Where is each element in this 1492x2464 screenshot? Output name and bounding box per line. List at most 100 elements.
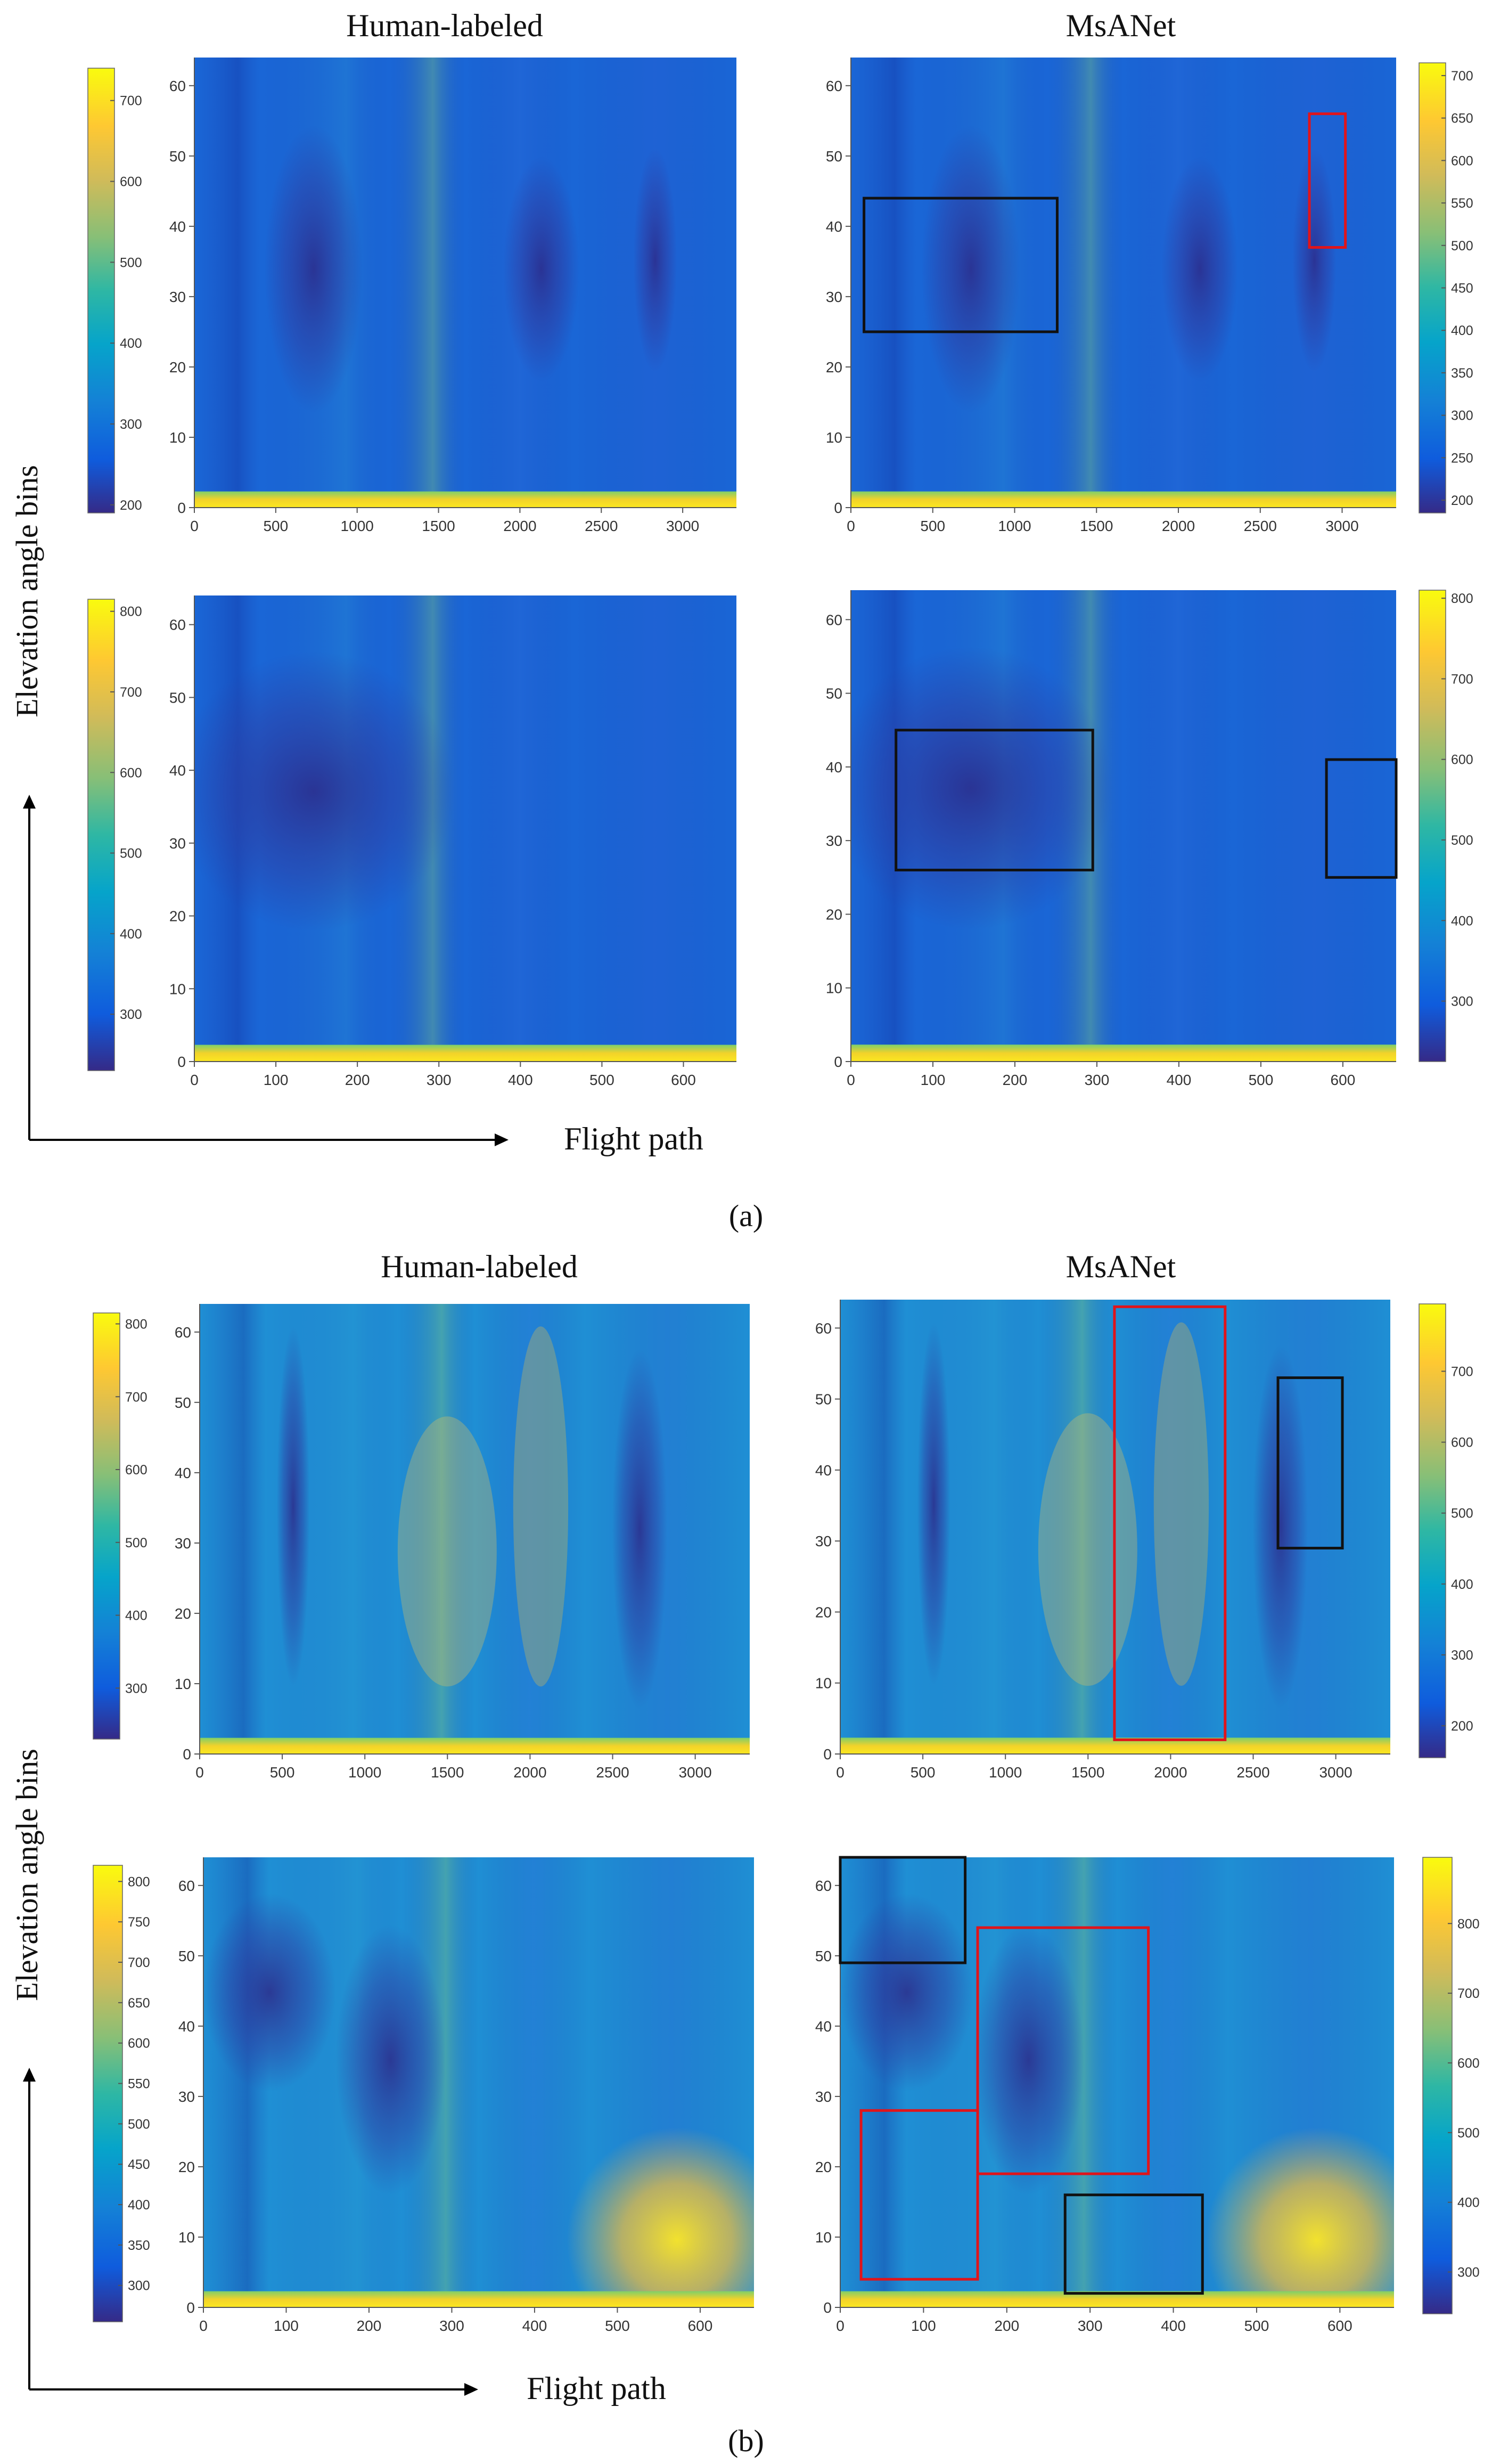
colorbar-tick-label: 800 — [1451, 591, 1473, 606]
x-tick-label: 1000 — [998, 518, 1031, 534]
x-tick-label: 300 — [1085, 1072, 1110, 1088]
black-highlight-box — [839, 1856, 967, 1964]
y-tick-label: 60 — [175, 1324, 191, 1341]
column-title-msanet-a: MsANet — [1066, 8, 1176, 43]
xlabel-b: Flight path — [527, 2371, 666, 2406]
colorbar-tick-label: 400 — [1451, 913, 1473, 928]
colorbar-tick-label: 200 — [1451, 493, 1473, 508]
colorbar-tick-label: 350 — [1451, 366, 1473, 381]
colorbar-tick-label: 400 — [1451, 323, 1473, 338]
colorbar-tick-label: 600 — [1451, 1435, 1473, 1450]
x-tick-label: 500 — [605, 2318, 630, 2334]
heatmap-field — [194, 595, 736, 1062]
black-highlight-box — [863, 197, 1059, 333]
heatmap-panel-3: 0 100 200 300 400 500 600 0 10 20 30 40 50 60 300 400 50… — [87, 595, 736, 1088]
y-tick-label: 60 — [815, 1320, 832, 1336]
y-tick-label: 20 — [169, 359, 186, 376]
heatmap-field — [851, 58, 1396, 508]
x-tick-label: 2500 — [1244, 518, 1277, 534]
y-tick-label: 50 — [815, 1948, 832, 1964]
x-tick-label: 500 — [263, 518, 288, 534]
group-label-a: (a) — [729, 1198, 763, 1233]
x-tick-label: 2500 — [596, 1764, 629, 1781]
y-tick-label: 30 — [169, 289, 186, 305]
colorbar-tick-label: 500 — [1451, 1506, 1473, 1521]
x-tick-label: 3000 — [678, 1764, 711, 1781]
colorbar-tick-label: 500 — [1451, 833, 1473, 848]
colorbar-tick-label: 700 — [1451, 69, 1473, 84]
colorbar-tick-label: 600 — [120, 175, 142, 190]
colorbar — [87, 68, 115, 513]
heatmap-field — [194, 58, 736, 508]
y-tick-label: 0 — [186, 2299, 195, 2316]
x-tick-label: 3000 — [666, 518, 699, 534]
y-tick-label: 60 — [826, 611, 842, 628]
x-tick-label: 600 — [688, 2318, 713, 2334]
heatmap-panel-5: 0 500 1000 1500 2000 2500 3000 0 10 20 30 40 50 60 300… — [93, 1304, 750, 1781]
x-tick-label: 200 — [357, 2318, 382, 2334]
colorbar-tick-label: 300 — [1451, 409, 1473, 423]
y-tick-label: 30 — [826, 289, 842, 305]
y-tick-label: 50 — [826, 686, 842, 702]
heatmap-field — [840, 1857, 1394, 2307]
x-tick-label: 500 — [920, 518, 945, 534]
heatmap-panels: 0 500 1000 1500 2000 2500 30000102030405060200… — [87, 58, 1480, 2334]
y-tick-label: 30 — [826, 833, 842, 849]
colorbar-tick-label: 200 — [120, 498, 142, 513]
y-tick-label: 20 — [169, 908, 186, 925]
black-highlight-box — [1063, 2193, 1204, 2295]
y-tick-label: 60 — [169, 78, 186, 94]
x-tick-label: 2000 — [503, 518, 536, 534]
y-tick-label: 10 — [826, 980, 842, 997]
colorbar-tick-label: 550 — [1451, 196, 1473, 211]
colorbar — [93, 1865, 123, 2322]
x-tick-label: 100 — [911, 2318, 936, 2334]
heatmap-panel-2: 0 500 1000 1500 2000 2500 3000 0 10 20 30 40 50 60 200… — [826, 58, 1473, 534]
x-tick-label: 1500 — [431, 1764, 464, 1781]
y-tick-label: 20 — [826, 906, 842, 923]
colorbar-tick-label: 650 — [1451, 111, 1473, 126]
y-tick-label: 30 — [169, 835, 186, 852]
y-tick-label: 40 — [169, 762, 186, 779]
ylabel-a: Elevation angle bins — [10, 465, 44, 717]
colorbar-tick-label: 700 — [120, 685, 142, 700]
x-tick-label: 500 — [911, 1764, 936, 1781]
colorbar-tick-label: 600 — [1451, 153, 1473, 168]
x-tick-label: 1500 — [422, 518, 455, 534]
x-tick-label: 1000 — [989, 1764, 1022, 1781]
colorbar-tick-label: 500 — [120, 255, 142, 270]
colorbar — [1419, 590, 1446, 1062]
y-tick-label: 0 — [177, 1054, 186, 1070]
colorbar-tick-label: 200 — [1451, 1719, 1473, 1734]
x-tick-label: 0 — [190, 1072, 199, 1088]
heatmap-panel-1: 0 500 1000 1500 2000 2500 3000 0 10 20 30 40 50 60 200… — [87, 58, 736, 534]
x-tick-label: 0 — [836, 2318, 845, 2334]
red-highlight-box — [1308, 112, 1347, 249]
y-tick-label: 0 — [834, 1054, 842, 1070]
x-tick-label: 500 — [1249, 1072, 1274, 1088]
x-tick-label: 400 — [508, 1072, 533, 1088]
colorbar-tick-label: 400 — [1457, 2196, 1480, 2210]
colorbar — [93, 1312, 120, 1740]
colorbar — [1419, 1303, 1446, 1758]
y-tick-label: 0 — [823, 2299, 832, 2316]
y-tick-label: 0 — [183, 1746, 191, 1763]
ylabel-b: Elevation angle bins — [10, 1749, 44, 2001]
x-tick-label: 0 — [190, 518, 199, 534]
colorbar-tick-label: 500 — [128, 2117, 150, 2132]
column-title-human-b: Human-labeled — [381, 1249, 578, 1284]
y-tick-label: 50 — [826, 148, 842, 165]
x-tick-label: 200 — [1003, 1072, 1028, 1088]
column-title-human-a: Human-labeled — [346, 8, 543, 43]
y-tick-label: 10 — [169, 981, 186, 997]
heatmap-field — [851, 590, 1396, 1062]
y-tick-label: 0 — [834, 500, 842, 516]
x-tick-label: 0 — [847, 1072, 855, 1088]
colorbar-tick-label: 600 — [1451, 753, 1473, 768]
x-tick-label: 500 — [270, 1764, 295, 1781]
black-highlight-box — [1276, 1376, 1344, 1549]
x-tick-label: 100 — [264, 1072, 289, 1088]
x-tick-label: 0 — [836, 1764, 845, 1781]
x-tick-label: 100 — [274, 2318, 299, 2334]
